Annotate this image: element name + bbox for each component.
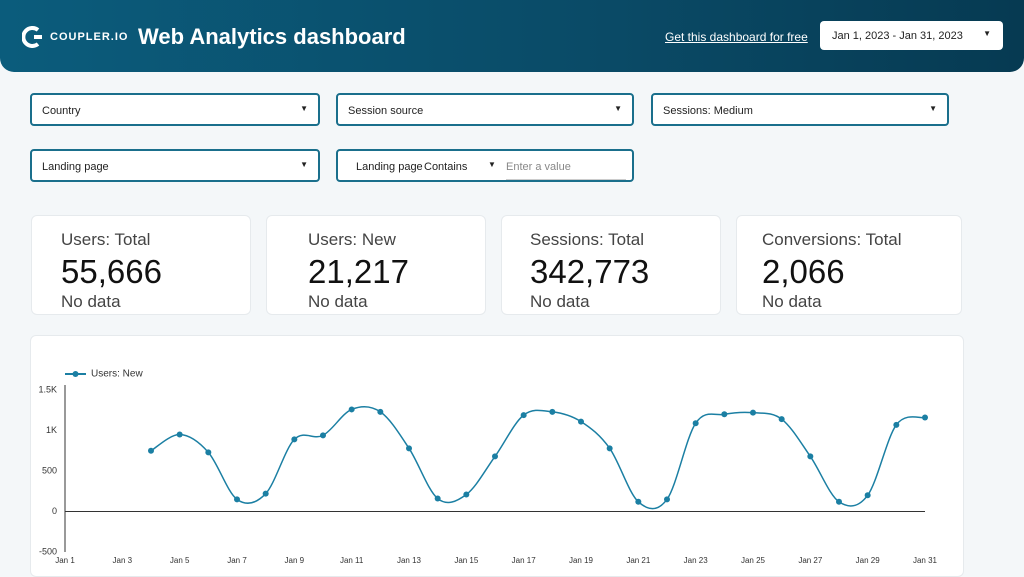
score-note: No data (762, 292, 822, 311)
x-tick-label: Jan 11 (340, 556, 364, 565)
logo-icon (22, 26, 42, 48)
point (692, 420, 699, 427)
score-label: Conversions: Total (762, 230, 902, 249)
filter-label: Landing page (356, 161, 423, 173)
point (836, 498, 842, 505)
chart: -500 0 500 1K 1.5K Jan 1 Jan 3 Jan 5 Jan 7 Jan 9 J… (38, 369, 938, 565)
score-value: 2,066 (762, 253, 845, 290)
scorecard: Users: New 21,217 No data (266, 215, 486, 315)
score-label: Sessions: Total (530, 230, 645, 249)
filter-dropdown[interactable]: Sessions: Medium ▼ (651, 93, 949, 126)
score-value: 342,773 (530, 253, 650, 290)
date-picker[interactable]: Jan 1, 2023 - Jan 31, 2023 ▼ (820, 21, 1003, 50)
x-tick-label: Jan 27 (798, 556, 823, 565)
scorecard: Sessions: Total 342,773 No data (501, 215, 721, 315)
scorecard: Conversions: Total 2,066 No data (736, 215, 962, 315)
line (150, 406, 926, 510)
link[interactable]: Get this dashboard for free (665, 30, 808, 44)
text-input[interactable]: Enter a value (506, 161, 626, 180)
x-tick-label: Jan 23 (684, 556, 709, 565)
score-note: No data (530, 292, 590, 311)
x-tick-label: Jan 7 (227, 556, 247, 565)
point (463, 491, 470, 498)
x-tick-label: Jan 9 (285, 556, 305, 565)
filter-dropdown[interactable]: Landing page ▼ (30, 149, 320, 182)
x-tick-label: Jan 13 (397, 556, 422, 565)
legend-label: Users: New (91, 369, 143, 380)
point (320, 432, 326, 439)
y-tick-label: 1.5K (38, 384, 57, 394)
point (807, 453, 814, 460)
point (750, 409, 756, 416)
point (434, 495, 441, 502)
score-value: 21,217 (308, 253, 409, 290)
x-tick-label: Jan 1 (55, 556, 75, 565)
filter-label: Landing page (42, 161, 109, 173)
point (205, 449, 212, 456)
filter-label: Country (42, 105, 81, 117)
y-tick-label: -500 (39, 546, 57, 556)
point (291, 436, 298, 443)
x-tick-label: Jan 21 (626, 556, 651, 565)
header: COUPLER.IO Web Analytics dashboard Get t… (0, 0, 1024, 72)
score-label: Users: New (308, 230, 396, 249)
x-tick-label: Jan 29 (856, 556, 881, 565)
point (492, 453, 498, 460)
point (778, 416, 785, 423)
point (234, 496, 240, 503)
point (377, 408, 384, 415)
point (893, 421, 900, 428)
point (721, 411, 728, 418)
point (262, 490, 269, 497)
x-tick-label: Jan 15 (454, 556, 479, 565)
score-label: Users: Total (61, 230, 151, 249)
y-tick-label: 0 (52, 506, 57, 516)
filter-label: Sessions: Medium (663, 105, 753, 117)
filter-label: Session source (348, 105, 424, 117)
title: Web Analytics dashboard (138, 24, 406, 49)
x-tick-label: Jan 31 (913, 556, 938, 565)
point (348, 406, 355, 413)
y-tick-label: 1K (46, 425, 57, 435)
score-note: No data (61, 292, 121, 311)
text-filter: Landing page Contains ▼ Enter a value (336, 149, 634, 182)
point (406, 445, 412, 452)
point (176, 431, 183, 438)
score-note: No data (308, 292, 368, 311)
scorecard: Users: Total 55,666 No data (31, 215, 251, 315)
filter-dropdown[interactable]: Country ▼ (30, 93, 320, 126)
point (664, 496, 670, 503)
operator[interactable]: Contains (424, 161, 468, 173)
point (606, 445, 613, 452)
filter-dropdown[interactable]: Session source ▼ (336, 93, 634, 126)
point (578, 418, 584, 425)
x-tick-label: Jan 5 (170, 556, 190, 565)
point (635, 498, 642, 505)
point (148, 447, 154, 454)
y-tick-label: 500 (42, 465, 57, 475)
point (549, 408, 556, 415)
point (864, 492, 871, 499)
point (922, 414, 928, 421)
x-tick-label: Jan 25 (741, 556, 766, 565)
x-tick-label: Jan 3 (113, 556, 133, 565)
score-value: 55,666 (61, 253, 162, 290)
logo-text: COUPLER.IO (50, 31, 129, 43)
date-range: Jan 1, 2023 - Jan 31, 2023 (832, 30, 963, 42)
point (520, 412, 527, 419)
x-tick-label: Jan 19 (569, 556, 594, 565)
x-tick-label: Jan 17 (512, 556, 537, 565)
legend-marker (72, 371, 79, 377)
